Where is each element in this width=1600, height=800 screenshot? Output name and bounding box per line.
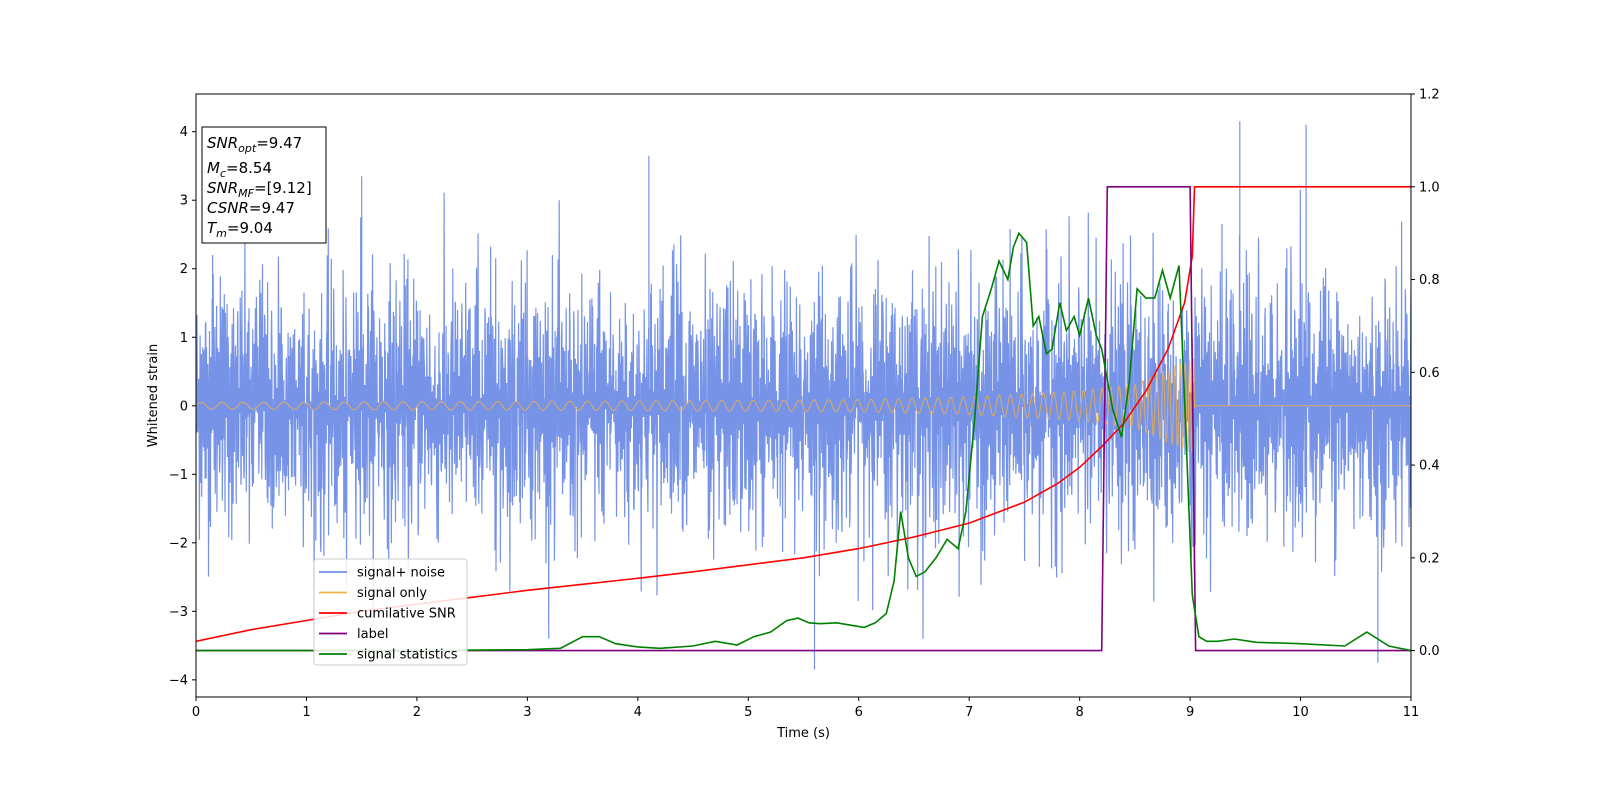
stats-line: SNRMF=[9.12] — [207, 179, 312, 200]
x-axis-ticks: 0 1 2 3 4 5 6 7 8 9 10 11 — [192, 697, 1419, 720]
y-left-tick-label: 4 — [180, 125, 188, 140]
stats-box-frame — [201, 126, 327, 244]
y-left-tick-label: 2 — [180, 262, 188, 277]
signal-only-line — [196, 358, 1411, 453]
x-tick-label: 5 — [744, 705, 752, 720]
y-left-tick-label: −2 — [169, 536, 188, 551]
legend-entry-label: signal only — [357, 586, 427, 601]
stats-line: Mc=8.54 — [207, 159, 272, 180]
y-right-tick-label: 0.2 — [1419, 551, 1440, 566]
legend-entry-label: signal statistics — [357, 648, 458, 663]
x-tick-label: 10 — [1292, 705, 1309, 720]
stats-line: SNRopt=9.47 — [207, 134, 302, 155]
legend-frame — [313, 558, 468, 666]
legend-entry-label: label — [357, 627, 388, 642]
y-left-tick-label: −1 — [169, 468, 188, 483]
x-tick-label: 9 — [1186, 705, 1194, 720]
plot-frame — [195, 93, 1412, 698]
y-right-tick-label: 1.0 — [1419, 180, 1440, 195]
x-tick-label: 3 — [523, 705, 531, 720]
y-left-tick-label: −4 — [169, 673, 188, 688]
legend-entry-label: cumilative SNR — [357, 607, 456, 622]
y-left-tick-label: −3 — [169, 605, 188, 620]
stats-line: CSNR=9.47 — [207, 199, 295, 217]
x-tick-label: 4 — [634, 705, 642, 720]
signal-noise-series — [196, 121, 1411, 670]
x-tick-label: 1 — [302, 705, 310, 720]
stats-line: Tm=9.04 — [207, 219, 273, 240]
x-tick-label: 8 — [1075, 705, 1083, 720]
y-right-tick-label: 0.6 — [1419, 366, 1440, 381]
y-axis-right-ticks: 0.0 0.2 0.4 0.6 0.8 1.0 1.2 — [1411, 88, 1440, 659]
x-tick-label: 2 — [413, 705, 421, 720]
y-axis-label: Whitened strain — [146, 344, 161, 447]
y-left-tick-label: 1 — [180, 331, 188, 346]
legend: signal+ noise signal only cumilative SNR la… — [313, 558, 468, 666]
y-right-tick-label: 0.4 — [1419, 459, 1440, 474]
x-axis-label: Time (s) — [776, 726, 830, 741]
y-left-tick-label: 3 — [180, 194, 188, 209]
y-right-tick-label: 1.2 — [1419, 88, 1440, 103]
y-axis-left-ticks: −4 −3 −2 −1 0 1 2 3 4 — [169, 125, 196, 688]
signal-noise-line — [196, 121, 1411, 670]
x-tick-label: 6 — [855, 705, 863, 720]
signal-only-series — [196, 358, 1411, 453]
x-tick-label: 7 — [965, 705, 973, 720]
x-tick-label: 11 — [1403, 705, 1420, 720]
y-right-tick-label: 0.0 — [1419, 644, 1440, 659]
signal-statistics-line — [196, 231, 1411, 652]
legend-entry-label: signal+ noise — [357, 566, 445, 581]
y-left-tick-label: 0 — [180, 399, 188, 414]
y-right-tick-label: 0.8 — [1419, 273, 1440, 288]
x-tick-label: 0 — [192, 705, 200, 720]
label-line — [196, 186, 1411, 652]
